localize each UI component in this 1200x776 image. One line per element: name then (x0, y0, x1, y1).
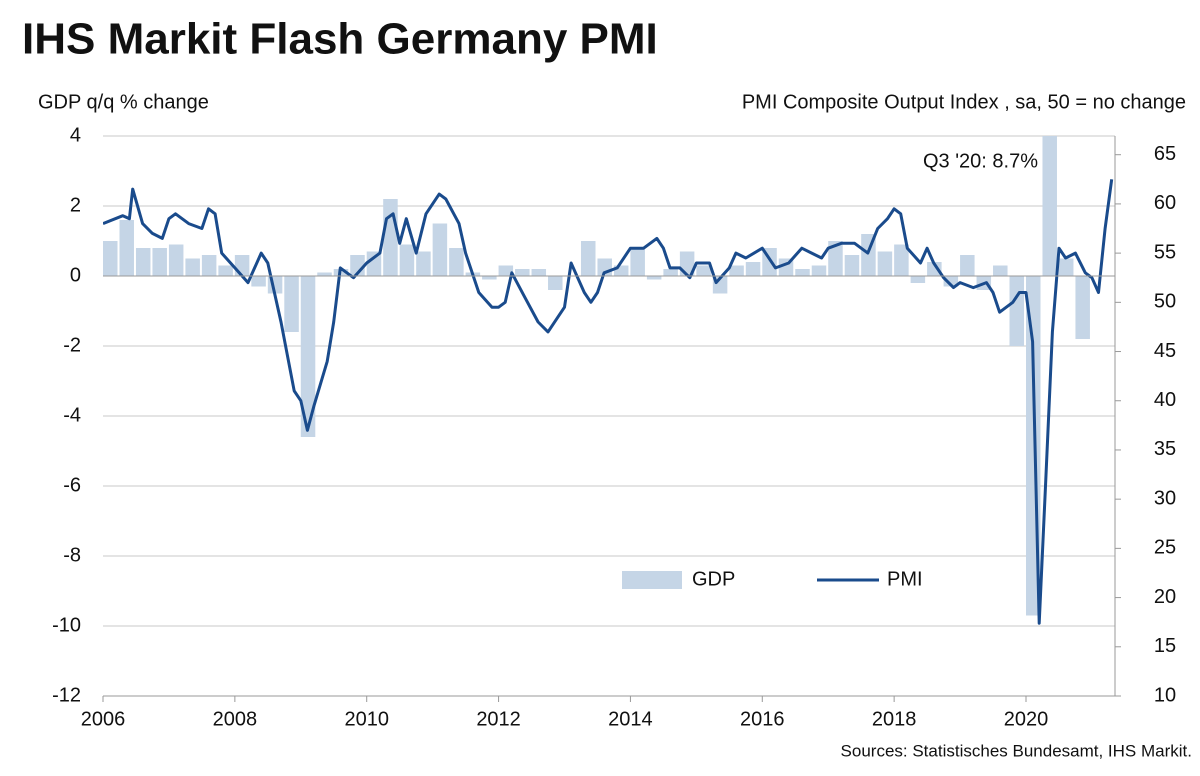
y2-tick-label: 35 (1154, 438, 1176, 460)
y2-tick-label: 60 (1154, 192, 1176, 214)
gdp-bar (366, 251, 382, 276)
gdp-bar (300, 276, 316, 437)
source: Sources: Statistisches Bundesamt, IHS Ma… (841, 741, 1192, 760)
y2-tick-label: 65 (1154, 143, 1176, 165)
y2-tick-label: 25 (1154, 537, 1176, 559)
y-tick-label: -8 (63, 544, 81, 566)
y2-axis-title: PMI Composite Output Index , sa, 50 = no… (742, 91, 1186, 113)
y2-tick-label: 40 (1154, 389, 1176, 411)
gdp-bar (416, 251, 431, 276)
annotation: Q3 '20: 8.7% (923, 150, 1038, 172)
gdp-bar (828, 241, 843, 276)
gdp-bar (927, 262, 942, 276)
gdp-bar (383, 199, 398, 276)
gdp-bar (548, 276, 563, 290)
y2-tick-label: 20 (1154, 586, 1176, 608)
gdp-bar (663, 269, 678, 276)
gdp-bar (910, 276, 926, 283)
gdp-bar (943, 276, 959, 287)
gdp-bar (531, 269, 547, 276)
gdp-bar (218, 265, 233, 276)
y2-tick-label: 55 (1154, 241, 1176, 263)
gdp-bar (1009, 276, 1025, 346)
y-tick-label: 2 (70, 194, 81, 216)
gdp-bar (482, 276, 497, 280)
gdp-bar (1058, 258, 1074, 276)
y-tick-label: -6 (63, 474, 81, 496)
gdp-bar (993, 265, 1008, 276)
y-tick-label: -4 (63, 404, 81, 426)
y-tick-label: 4 (70, 124, 81, 146)
gdp-bar (168, 244, 184, 276)
gdp-bar (696, 265, 711, 276)
chart-title: IHS Markit Flash Germany PMI (22, 15, 658, 64)
gdp-bar (399, 244, 415, 276)
gdp-bar (613, 265, 629, 276)
x-tick-label: 2016 (740, 708, 785, 730)
y-tick-label: -2 (63, 334, 81, 356)
gdp-bar (1042, 136, 1057, 276)
y2-tick-label: 10 (1154, 684, 1176, 706)
gdp-bar (1075, 276, 1090, 339)
x-tick-label: 2018 (872, 708, 917, 730)
gdp-bar (284, 276, 299, 332)
gdp-bar (135, 248, 151, 276)
gdp-bar (844, 255, 860, 276)
gdp-bar (877, 251, 893, 276)
y2-tick-label: 50 (1154, 291, 1176, 313)
gdp-bar (317, 272, 332, 276)
gdp-bar (729, 265, 744, 276)
legend-label: PMI (887, 568, 923, 590)
gdp-bar (498, 265, 514, 276)
y2-tick-label: 30 (1154, 487, 1176, 509)
gdp-bar (103, 241, 118, 276)
gdp-bar (234, 255, 250, 276)
gdp-bar (745, 262, 761, 276)
gdp-bar (646, 276, 662, 280)
y-tick-label: -12 (52, 684, 81, 706)
x-tick-label: 2012 (476, 708, 521, 730)
x-tick-label: 2008 (213, 708, 258, 730)
gdp-bar (152, 248, 167, 276)
y2-tick-label: 45 (1154, 340, 1176, 362)
y-tick-label: 0 (70, 264, 81, 286)
gdp-bar (811, 265, 827, 276)
gdp-bar (432, 223, 448, 276)
gdp-bar (185, 258, 200, 276)
gdp-bar (795, 269, 810, 276)
y-axis-title: GDP q/q % change (38, 91, 209, 113)
gdp-bar (251, 276, 266, 287)
x-tick-label: 2014 (608, 708, 653, 730)
legend-swatch (622, 571, 682, 589)
x-tick-label: 2006 (81, 708, 126, 730)
y-tick-label: -10 (52, 614, 81, 636)
gdp-bar (515, 269, 530, 276)
legend-label: GDP (692, 568, 735, 590)
x-tick-label: 2020 (1004, 708, 1049, 730)
plot (103, 136, 1114, 625)
gdp-bar (201, 255, 217, 276)
gdp-bar (894, 244, 909, 276)
gdp-bar (960, 255, 975, 276)
gdp-bar (580, 241, 596, 276)
x-tick-label: 2010 (344, 708, 389, 730)
gdp-bar (630, 248, 645, 276)
y2-tick-label: 15 (1154, 635, 1176, 657)
gdp-bar (119, 220, 134, 276)
pmi-line (103, 179, 1114, 625)
gdp-bar (449, 248, 464, 276)
